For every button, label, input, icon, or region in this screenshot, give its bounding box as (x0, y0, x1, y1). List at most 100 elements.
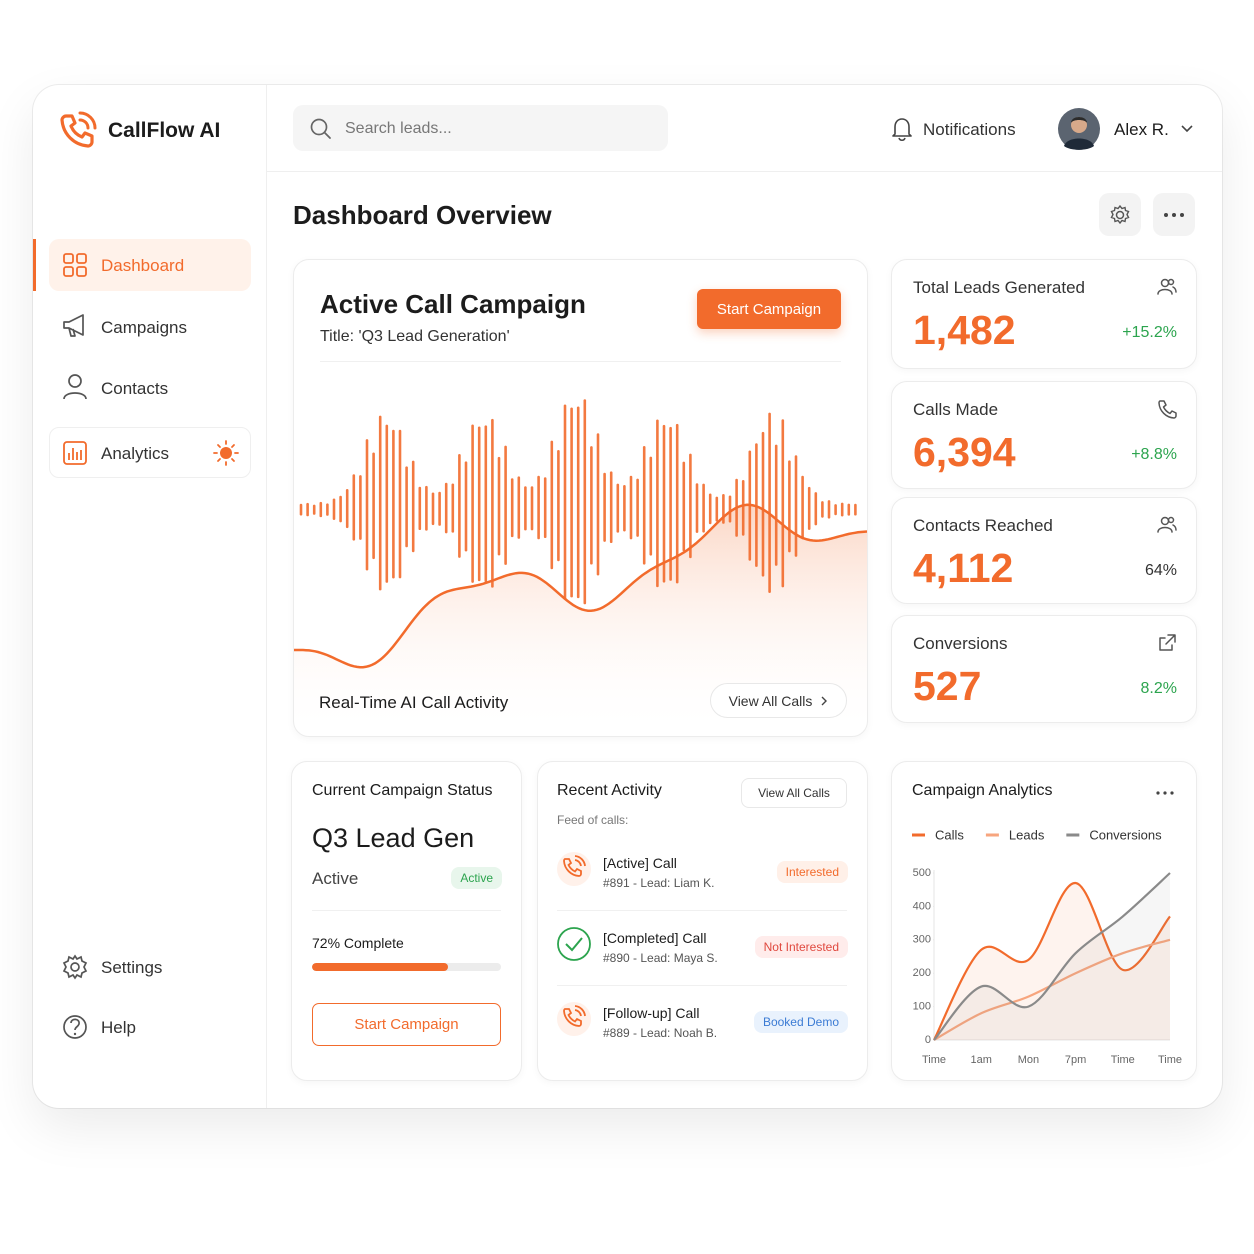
campaign-caption: Real-Time AI Call Activity (319, 693, 509, 712)
status-state: Active (312, 869, 359, 888)
user-name[interactable]: Alex R. (1114, 120, 1169, 139)
bell-icon[interactable] (889, 116, 915, 142)
activity-tag: Booked Demo (753, 1011, 848, 1033)
x-tick-label: Mon (1018, 1054, 1039, 1066)
activity-title: [Active] Call (603, 855, 677, 871)
stat-value: 6,394 (913, 429, 1016, 475)
stat-label: Total Leads Generated (913, 278, 1086, 297)
avatar[interactable] (1058, 108, 1100, 150)
nav-item[interactable]: Contacts (101, 379, 169, 398)
series-area (934, 873, 1170, 1040)
status-name: Q3 Lead Gen (312, 823, 475, 853)
search-icon (310, 118, 331, 139)
campaign-title: Active Call Campaign (320, 289, 586, 319)
activity-title: [Completed] Call (603, 930, 707, 946)
start-campaign-outline[interactable]: Start Campaign (312, 1003, 501, 1046)
link-text: View All Calls (728, 692, 813, 709)
stat-value: 527 (913, 663, 982, 709)
brand: CallFlow AI (108, 119, 221, 142)
stat-value: 1,482 (913, 307, 1016, 353)
progress-label: 72% Complete (312, 935, 404, 951)
view-all-calls-link[interactable]: View All Calls (710, 683, 847, 718)
stat-icon (1157, 278, 1177, 295)
activity-detail: #890 - Lead: Maya S. (603, 951, 718, 965)
activity-icon (557, 852, 591, 886)
x-tick-label: Time (1158, 1054, 1182, 1066)
nav-item[interactable]: Settings (101, 958, 163, 977)
x-tick-label: 1am (970, 1054, 991, 1066)
progress-track (312, 963, 501, 971)
y-tick-label: 500 (913, 867, 931, 879)
nav-active-marker (33, 239, 36, 291)
series-line (933, 872, 1171, 1041)
stat-label: Contacts Reached (913, 516, 1053, 535)
legend-label: Leads (1009, 827, 1045, 842)
nav-item[interactable]: Dashboard (101, 256, 185, 275)
more-icon[interactable] (1156, 791, 1174, 795)
divider (557, 910, 847, 911)
legend-label: Conversions (1089, 827, 1162, 842)
wave-line (294, 503, 867, 669)
stat-change: 8.2% (1140, 680, 1177, 697)
search-box[interactable] (293, 105, 668, 151)
stat-change: 64% (1144, 562, 1177, 579)
stat-icon (1158, 400, 1177, 419)
gear-icon (1110, 204, 1130, 224)
status-heading: Current Campaign Status (312, 782, 493, 799)
legend-label: Calls (935, 827, 964, 842)
stat-icon (1159, 634, 1176, 651)
logo-icon (60, 111, 97, 148)
x-tick-label: 7pm (1065, 1054, 1086, 1066)
stat-change: +15.2% (1122, 324, 1177, 341)
activity-subheading: Feed of calls: (557, 813, 629, 827)
activity-heading: Recent Activity (557, 782, 662, 799)
stat-card: Calls Made 6,394 +8.8% (891, 381, 1197, 489)
page-title: Dashboard Overview (293, 200, 552, 230)
activity-icon (557, 927, 591, 961)
stat-label: Conversions (913, 634, 1008, 653)
series-area (934, 882, 1170, 1040)
view-all-calls-button[interactable]: View All Calls (741, 778, 847, 808)
divider (312, 910, 501, 911)
nav-item[interactable]: Analytics (101, 444, 170, 463)
stat-label: Calls Made (913, 400, 999, 419)
nav-icons (62, 253, 239, 1039)
chevron-right (821, 696, 828, 705)
activity-detail: #891 - Lead: Liam K. (603, 876, 715, 890)
nav-item[interactable]: Help (101, 1018, 136, 1037)
stat-change: +8.8% (1131, 446, 1177, 463)
nav-active-bg (49, 239, 251, 291)
campaign-card: Active Call Campaign Title: 'Q3 Lead Gen… (293, 259, 868, 737)
activity-icon (557, 1002, 591, 1036)
y-tick-label: 300 (913, 934, 931, 946)
search-placeholder: Search leads... (345, 120, 452, 137)
y-tick-label: 200 (913, 967, 931, 979)
notifications[interactable]: Notifications (923, 120, 1016, 139)
stat-card: Total Leads Generated 1,482 +15.2% (891, 259, 1197, 369)
nav-item[interactable]: Campaigns (101, 318, 187, 337)
chart: Campaign Analytics 0 100 200 300 400 500 Time 1… (912, 782, 1182, 1066)
settings-button[interactable] (1099, 193, 1141, 236)
activity-tag: Not Interested (754, 936, 848, 958)
chevron[interactable] (1180, 122, 1194, 136)
more-button[interactable] (1153, 193, 1195, 236)
activity-title: [Follow-up] Call (603, 1005, 700, 1021)
analytics-card: Campaign Analytics 0 100 200 300 400 500 Time 1… (891, 761, 1197, 1081)
status-card: Current Campaign Status Q3 Lead Gen Acti… (291, 761, 522, 1081)
activity-detail: #889 - Lead: Noah B. (603, 1026, 718, 1040)
activity-tag: Interested (776, 861, 848, 883)
y-tick-label: 400 (913, 900, 931, 912)
dots-icon (1164, 212, 1184, 217)
wave-area (294, 504, 867, 736)
stat-card: Conversions 527 8.2% (891, 615, 1197, 723)
x-tick-label: Time (1111, 1054, 1135, 1066)
series-line (933, 881, 1171, 1041)
campaign-subtitle: Title: 'Q3 Lead Generation' (320, 328, 510, 345)
divider (557, 985, 847, 986)
stat-card: Contacts Reached 4,112 64% (891, 497, 1197, 604)
status-badge: Active (451, 867, 502, 889)
waveform (294, 399, 867, 736)
start-campaign-button[interactable]: Start Campaign (697, 289, 841, 329)
progress-fill (312, 963, 449, 971)
